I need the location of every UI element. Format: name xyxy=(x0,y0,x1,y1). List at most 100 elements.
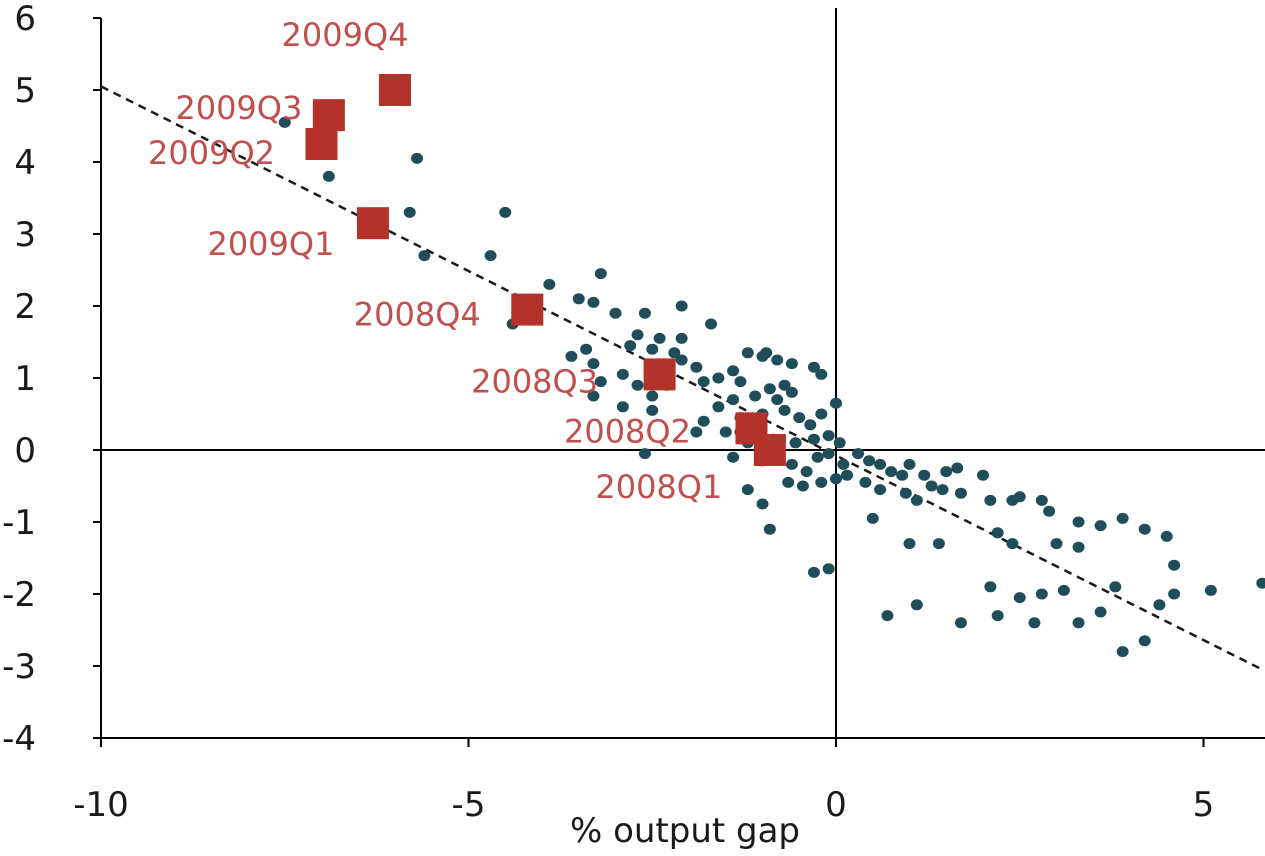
quarter-label: 2009Q4 xyxy=(282,16,409,54)
scatter-point xyxy=(749,390,762,402)
scatter-point xyxy=(727,394,740,406)
scatter-point xyxy=(977,469,989,481)
scatter-point xyxy=(807,361,820,373)
scatter-point xyxy=(1013,491,1026,503)
scatter-point xyxy=(903,458,916,470)
scatter-point xyxy=(807,433,820,445)
scatter-point xyxy=(991,527,1004,539)
scatter-point xyxy=(572,293,585,305)
scatter-point xyxy=(896,469,909,481)
scatter-point xyxy=(631,329,644,341)
scatter-point xyxy=(587,358,600,370)
scatter-point xyxy=(1043,505,1056,517)
scatter-point xyxy=(638,307,651,319)
scatter-point xyxy=(991,610,1004,622)
scatter-point xyxy=(1138,523,1151,535)
y-tick-label: -3 xyxy=(2,647,36,687)
scatter-point xyxy=(1094,520,1107,532)
scatter-point xyxy=(646,343,659,355)
scatter-point xyxy=(793,412,806,424)
scatter-point xyxy=(785,386,798,398)
scatter-point xyxy=(1050,538,1063,550)
quarter-label: 2009Q3 xyxy=(175,89,302,127)
y-tick-label: 0 xyxy=(14,431,36,471)
scatter-point xyxy=(1168,559,1181,571)
scatter-point xyxy=(885,466,898,478)
scatter-point xyxy=(837,458,850,470)
scatter-point xyxy=(727,365,740,377)
scatter-point xyxy=(760,347,773,359)
highlight-marker xyxy=(356,207,389,240)
scatter-point xyxy=(697,376,710,388)
y-tick-label: -2 xyxy=(2,575,36,615)
y-tick-label: 3 xyxy=(14,215,36,255)
scatter-point xyxy=(771,354,784,366)
scatter-point xyxy=(1013,592,1026,604)
y-tick-label: 4 xyxy=(14,143,36,183)
scatter-point xyxy=(815,408,828,420)
scatter-point xyxy=(940,466,953,478)
scatter-point xyxy=(1109,581,1122,593)
scatter-point xyxy=(741,347,754,359)
scatter-point xyxy=(903,538,916,550)
scatter-point xyxy=(403,206,416,218)
scatter-point xyxy=(719,426,732,438)
axes: 6 5 4 3 2 1 0 -1 -2 -3 -4 -10 -5 0 5 xyxy=(2,0,1265,825)
scatter-point xyxy=(624,340,637,352)
quarter-label: 2009Q2 xyxy=(148,134,275,172)
scatter-point xyxy=(874,484,887,496)
scatter-point xyxy=(594,376,607,388)
historical-points xyxy=(278,116,1265,658)
scatter-point xyxy=(771,394,784,406)
scatter-point xyxy=(690,361,703,373)
scatter-point xyxy=(984,581,997,593)
scatter-point xyxy=(1094,606,1107,618)
y-tick-label: 6 xyxy=(14,0,36,39)
scatter-point xyxy=(1072,516,1085,528)
scatter-point xyxy=(1035,588,1048,600)
scatter-point xyxy=(822,430,835,442)
scatter-point xyxy=(499,206,512,218)
scatter-point xyxy=(954,617,967,629)
scatter-point xyxy=(1153,599,1166,611)
scatter-point xyxy=(785,458,798,470)
quarter-label: 2008Q1 xyxy=(595,468,722,506)
scatter-point xyxy=(712,401,725,413)
x-tick-label: 0 xyxy=(825,785,847,825)
scatter-point xyxy=(484,250,497,262)
scatter-point xyxy=(822,448,835,460)
scatter-point xyxy=(841,469,854,481)
scatter-point xyxy=(631,379,644,391)
scatter-point xyxy=(807,566,820,578)
scatter-point xyxy=(874,458,887,470)
scatter-point xyxy=(609,307,622,319)
scatter-point xyxy=(1116,512,1129,524)
scatter-point xyxy=(646,404,659,416)
y-tick-label: 1 xyxy=(14,359,36,399)
scatter-point xyxy=(322,170,335,182)
scatter-point xyxy=(638,448,651,460)
scatter-point xyxy=(800,466,813,478)
scatter-point xyxy=(418,250,431,262)
scatter-point xyxy=(1072,617,1085,629)
y-tick-label: -4 xyxy=(2,719,36,759)
scatter-point xyxy=(1057,584,1070,596)
scatter-point xyxy=(1160,530,1173,542)
y-tick-label: 2 xyxy=(14,287,36,327)
scatter-point xyxy=(756,498,769,510)
highlight-labels: 2009Q4 2009Q3 2009Q2 2009Q1 2008Q4 2008Q3 2008… xyxy=(148,16,722,506)
scatter-point xyxy=(951,462,964,474)
x-axis-title: % output gap xyxy=(570,811,800,851)
scatter-point xyxy=(616,401,629,413)
scatter-point xyxy=(852,448,865,460)
scatter-point xyxy=(712,372,725,384)
y-tick-label: -1 xyxy=(2,503,36,543)
trend-line-layer xyxy=(100,85,1263,671)
scatter-point xyxy=(778,404,791,416)
quarter-label: 2008Q2 xyxy=(564,412,691,450)
highlight-points xyxy=(305,74,786,466)
quarter-label: 2008Q4 xyxy=(354,296,481,334)
scatter-point xyxy=(1256,577,1265,589)
scatter-point xyxy=(866,512,879,524)
scatter-point xyxy=(580,343,593,355)
